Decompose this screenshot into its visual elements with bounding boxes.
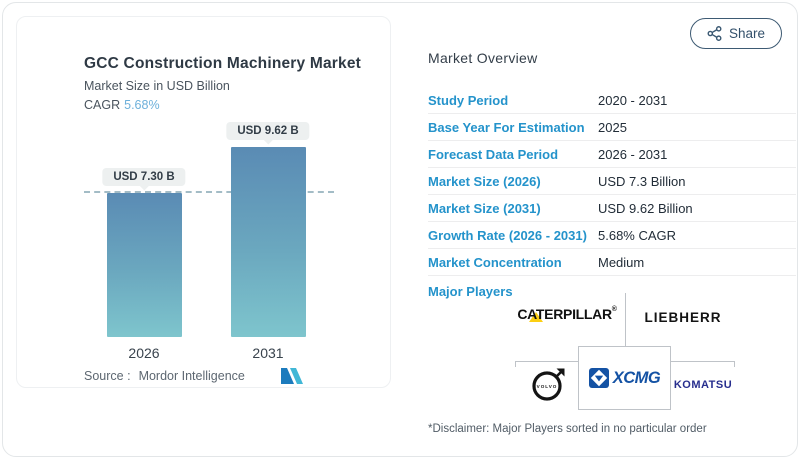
liebherr-logo: LIEBHERR (644, 310, 722, 325)
xcmg-logo-box: XCMG (578, 346, 671, 410)
row-value: 2026 - 2031 (598, 146, 668, 162)
share-button[interactable]: Share (689, 18, 782, 49)
row-value: Medium (598, 254, 645, 270)
row-label: Base Year For Estimation (428, 119, 585, 135)
komatsu-logo: KOMATSU (673, 379, 733, 391)
bar-value-label-2031: USD 9.62 B (226, 121, 310, 140)
bar-value-label-2026: USD 7.30 B (102, 167, 186, 186)
table-row: Market Concentration Medium (428, 249, 796, 276)
chart-subtitle: Market Size in USD Billion (84, 79, 230, 93)
volvo-logo: VOLVO (532, 368, 565, 401)
mordor-intelligence-logo-icon (281, 368, 303, 384)
share-icon (707, 26, 722, 41)
reference-dashed-line (84, 190, 334, 193)
table-row: Market Size (2031) USD 9.62 Billion (428, 195, 796, 222)
players-divider-tick-left (515, 361, 516, 367)
players-divider-horizontal-left (515, 361, 578, 362)
source-row: Source : Mordor Intelligence (84, 369, 245, 383)
row-value: USD 7.3 Billion (598, 173, 686, 189)
cagr-label: CAGR (84, 98, 121, 112)
source-value: Mordor Intelligence (138, 369, 245, 383)
cagr-value: 5.68% (124, 98, 160, 112)
bar-2026 (107, 192, 182, 337)
major-players-label: Major Players (428, 284, 513, 299)
row-value: 5.68% CAGR (598, 227, 677, 243)
row-label: Market Size (2026) (428, 173, 541, 189)
table-row: Market Size (2026) USD 7.3 Billion (428, 168, 796, 195)
overview-heading: Market Overview (428, 50, 538, 66)
table-row: Study Period 2020 - 2031 (428, 87, 796, 114)
table-row: Base Year For Estimation 2025 (428, 114, 796, 141)
overview-table: Study Period 2020 - 2031 Base Year For E… (428, 87, 796, 276)
table-row: Forecast Data Period 2026 - 2031 (428, 141, 796, 168)
row-label: Market Size (2031) (428, 200, 541, 216)
players-divider-tick-right (734, 361, 735, 367)
table-row: Growth Rate (2026 - 2031) 5.68% CAGR (428, 222, 796, 249)
row-label: Study Period (428, 92, 509, 108)
row-label: Forecast Data Period (428, 146, 559, 162)
chart-title: GCC Construction Machinery Market (84, 55, 362, 72)
chart-card: GCC Construction Machinery Market Market… (16, 16, 391, 388)
svg-text:VOLVO: VOLVO (537, 384, 558, 389)
bar-2031 (231, 147, 306, 337)
row-label: Market Concentration (428, 254, 562, 270)
source-label: Source : (84, 369, 131, 383)
x-tick-2031: 2031 (252, 345, 284, 361)
row-value: USD 9.62 Billion (598, 200, 693, 216)
cagr-row: CAGR 5.68% (84, 98, 160, 112)
share-button-label: Share (728, 26, 765, 41)
row-value: 2025 (598, 119, 627, 135)
xcmg-logo: XCMG (612, 368, 661, 387)
x-tick-2026: 2026 (128, 345, 160, 361)
row-label: Growth Rate (2026 - 2031) (428, 227, 587, 243)
disclaimer-text: *Disclaimer: Major Players sorted in no … (428, 423, 707, 435)
xcmg-icon (588, 368, 609, 388)
caterpillar-logo: CATERPILLAR® (517, 306, 617, 322)
row-value: 2020 - 2031 (598, 92, 668, 108)
players-divider-vertical (625, 293, 626, 346)
players-divider-horizontal-right (671, 361, 735, 362)
